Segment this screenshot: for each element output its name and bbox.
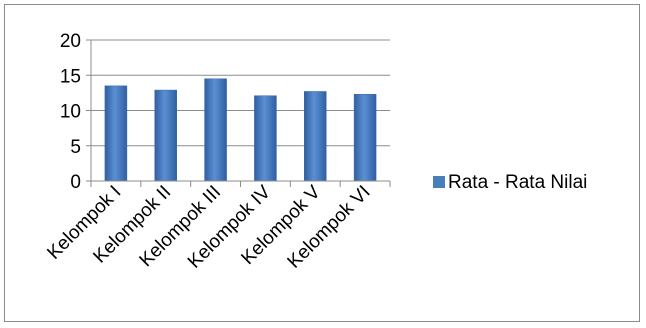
bar [204,78,227,182]
bar [353,94,377,182]
legend-swatch [433,176,445,188]
bars [104,78,377,182]
y-tick-label: 5 [70,137,81,158]
legend-label: Rata - Rata Nilai [448,172,587,193]
y-tick-label: 20 [60,31,81,52]
y-tick-label: 15 [60,66,81,87]
gridlines [91,39,390,147]
y-tick-label: 0 [70,172,81,193]
legend: Rata - Rata Nilai [433,172,587,193]
bar [154,89,177,182]
chart-frame: 0 5 10 15 20 Kelompok I Kelompok II Kelompok I… [4,4,640,322]
bar [304,91,327,182]
y-axis-ticks: 0 5 10 15 20 [60,31,91,193]
bar [104,85,128,182]
bar [254,95,277,182]
y-tick-label: 10 [60,102,81,123]
axes [90,40,391,187]
